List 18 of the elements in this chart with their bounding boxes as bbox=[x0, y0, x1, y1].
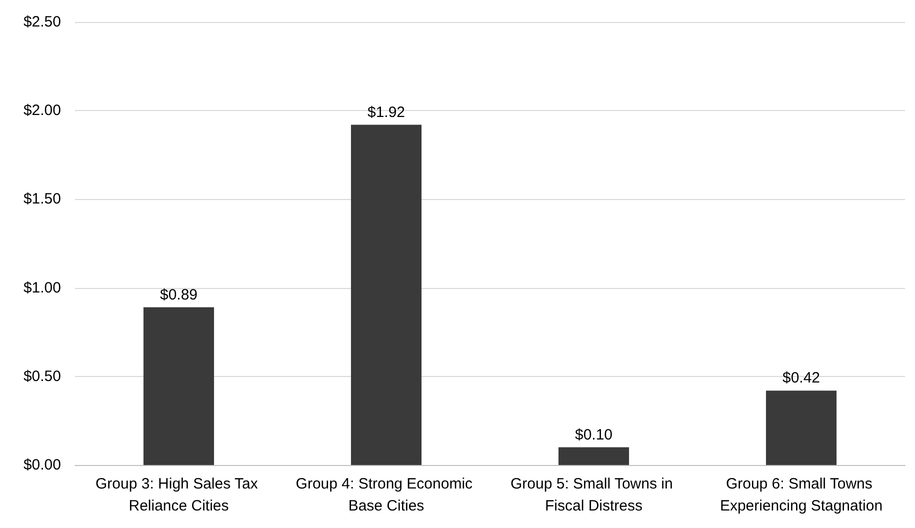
y-tick-label: $1.00 bbox=[23, 279, 61, 296]
y-tick-label: $1.50 bbox=[23, 190, 61, 208]
y-tick-label: $0.50 bbox=[23, 368, 61, 385]
y-tick-label: $2.00 bbox=[23, 102, 61, 120]
bar bbox=[558, 447, 630, 465]
bar bbox=[766, 390, 837, 465]
x-tick-label: Group 6: Small Towns Experiencing Stagnation bbox=[720, 476, 883, 514]
x-tick-label: Group 5: Small Towns in Fiscal Distress bbox=[510, 476, 677, 514]
bar bbox=[143, 307, 214, 465]
bar bbox=[350, 124, 422, 465]
y-tick-label: $0.00 bbox=[23, 456, 61, 474]
data-label: $0.89 bbox=[160, 286, 198, 304]
data-label: $1.92 bbox=[367, 104, 406, 121]
y-tick-label: $2.50 bbox=[23, 14, 61, 30]
x-tick-label: Group 3: High Sales Tax Reliance Cities bbox=[96, 476, 262, 514]
data-label: $0.42 bbox=[782, 370, 820, 387]
x-tick-label: Group 4: Strong Economic Base Cities bbox=[296, 476, 477, 514]
data-label: $0.10 bbox=[574, 426, 613, 444]
